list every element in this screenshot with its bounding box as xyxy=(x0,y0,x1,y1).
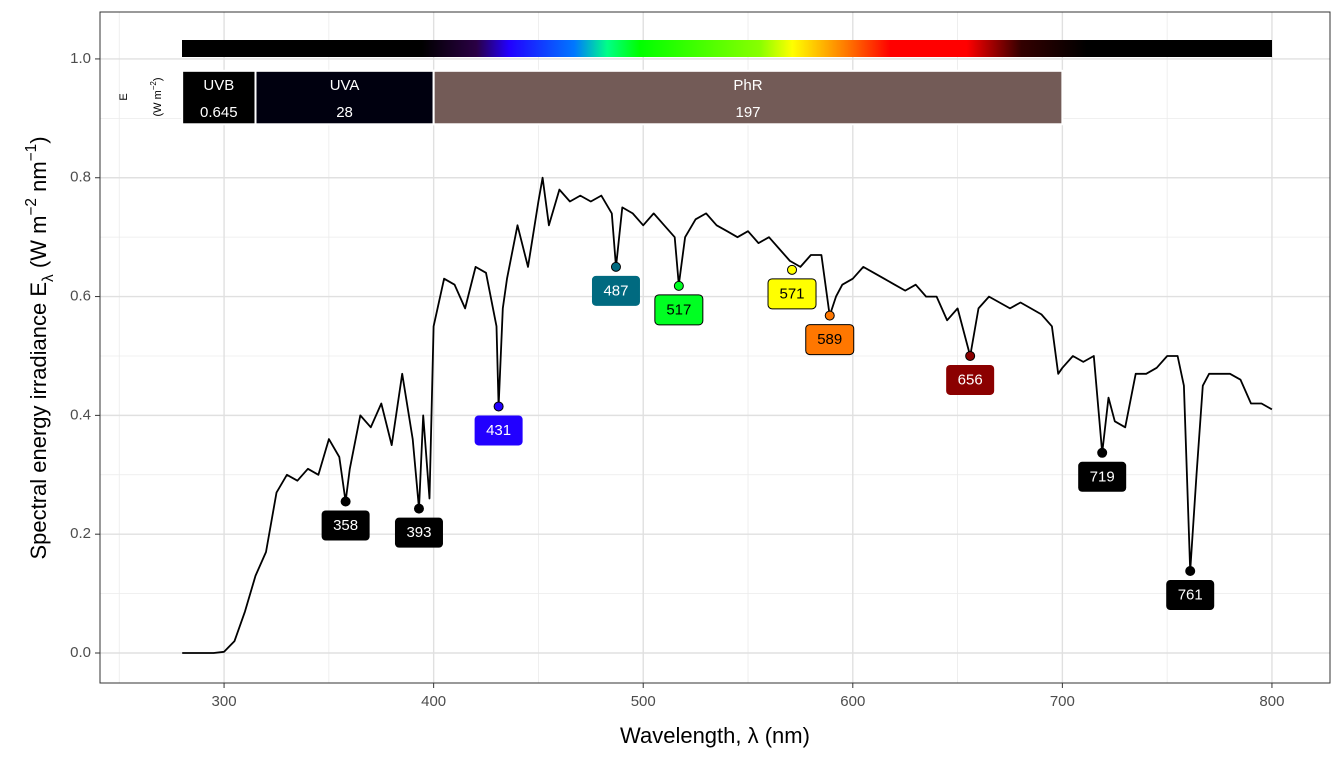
peak-label: 656 xyxy=(958,371,983,388)
waveband-name: UVA xyxy=(330,77,360,94)
label-part: E xyxy=(118,93,130,100)
label-part: λ xyxy=(40,274,57,282)
peak-label-box xyxy=(474,415,523,446)
peak-label: 358 xyxy=(333,517,358,534)
peak-label: 487 xyxy=(603,282,628,299)
x-tick-label: 800 xyxy=(1259,693,1284,710)
x-tick-label: 700 xyxy=(1050,693,1075,710)
waveband-value: 197 xyxy=(735,104,760,121)
peak-point xyxy=(413,503,424,514)
peak-point xyxy=(1185,566,1196,577)
x-axis-title: Wavelength, λ (nm) xyxy=(620,723,810,748)
peak-label: 761 xyxy=(1178,586,1203,603)
peak-label-box xyxy=(1166,580,1215,611)
peak-label: 431 xyxy=(486,422,511,439)
color-bar xyxy=(182,40,1272,57)
peak-point xyxy=(965,350,976,361)
y-tick-label: 0.8 xyxy=(70,169,91,186)
y-tick-label: 0.4 xyxy=(70,406,91,423)
peak-label: 719 xyxy=(1090,468,1115,485)
x-tick-label: 600 xyxy=(840,693,865,710)
waveband xyxy=(254,69,435,126)
label-part: Spectral energy irradiance E xyxy=(26,282,51,560)
y-tick-label: 0.0 xyxy=(70,644,91,661)
x-tick-label: 400 xyxy=(421,693,446,710)
peak-label: 589 xyxy=(817,331,842,348)
peak-label: 393 xyxy=(406,524,431,541)
waveband-value: 28 xyxy=(336,104,353,121)
waveband-name: UVB xyxy=(203,77,234,94)
peak-label-box xyxy=(321,510,370,541)
peak-label-box xyxy=(591,275,640,306)
peak-point xyxy=(340,496,351,507)
y-tick-label: 1.0 xyxy=(70,50,91,67)
waveband xyxy=(432,69,1064,126)
peak-point xyxy=(787,264,798,275)
band-axis-title: E xyxy=(118,93,130,100)
label-part: −1 xyxy=(23,144,40,162)
label-part: nm xyxy=(26,161,51,198)
y-tick-label: 0.6 xyxy=(70,288,91,305)
peak-point xyxy=(610,261,621,272)
x-tick-label: 500 xyxy=(631,693,656,710)
spectrum-line xyxy=(182,176,1273,654)
peak-point xyxy=(824,310,835,321)
peak-label-box xyxy=(767,278,817,310)
peak-label-box xyxy=(394,517,443,548)
waveband xyxy=(181,69,257,126)
y-tick-label: 0.2 xyxy=(70,525,91,542)
peak-label: 517 xyxy=(666,301,691,318)
peak-point xyxy=(673,280,684,291)
peak-label-box xyxy=(805,324,855,356)
peak-label: 571 xyxy=(780,285,805,302)
label-part: (W m xyxy=(152,90,164,116)
x-tick-label: 300 xyxy=(212,693,237,710)
peak-point xyxy=(1097,447,1108,458)
waveband-name: PhR xyxy=(733,77,762,94)
y-axis-title: Spectral energy irradiance Eλ (W m−2 nm−… xyxy=(23,136,57,559)
peak-label-box xyxy=(946,364,995,395)
peak-point xyxy=(493,401,504,412)
label-part: ) xyxy=(152,77,164,81)
label-part: −2 xyxy=(149,81,158,91)
peak-label-box xyxy=(654,294,704,326)
waveband-value: 0.645 xyxy=(200,104,238,121)
label-part: (W m xyxy=(26,216,51,275)
label-part: −2 xyxy=(23,198,40,216)
band-axis-unit: (W m−2) xyxy=(149,77,164,116)
label-part: ) xyxy=(26,136,51,143)
plot-border xyxy=(99,11,1331,684)
peak-label-box xyxy=(1078,461,1127,492)
